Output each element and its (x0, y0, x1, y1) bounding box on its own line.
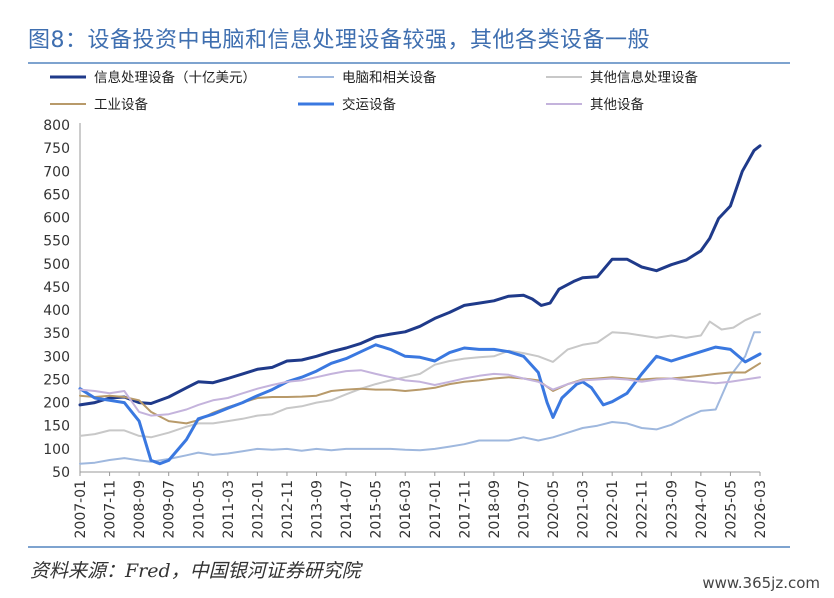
x-tick-label: 2019-07 (516, 480, 532, 539)
line-chart: 50 100 150 200 250 300 350 400 450 500 550 600 650 70… (43, 69, 769, 539)
series-line (78, 343, 762, 466)
x-tick-label: 2012-01 (250, 480, 266, 539)
series-line (79, 331, 761, 465)
x-tick-label: 2026-03 (753, 480, 769, 539)
x-tick-label: 2022-01 (605, 480, 621, 539)
x-tick-label: 2009-07 (162, 480, 178, 539)
chart-title: 图8：设备投资中电脑和信息处理设备较强，其他各类设备一般 (28, 28, 650, 53)
x-tick-label: 2007-01 (73, 480, 89, 539)
x-tick-label: 2018-09 (487, 480, 503, 538)
series-line (79, 369, 761, 417)
x-tick-label: 2024-07 (694, 480, 710, 539)
y-tick-label: 100 (43, 442, 70, 458)
x-tick-label: 2020-05 (546, 480, 562, 539)
x-tick-label: 2011-03 (221, 480, 237, 539)
legend-label: 工业设备 (94, 96, 148, 113)
legend-label: 其他设备 (590, 96, 644, 113)
y-tick-label: 150 (43, 419, 70, 435)
x-tick-label: 2013-09 (310, 480, 326, 539)
series-line (78, 144, 762, 407)
x-tick-label: 2022-11 (635, 480, 651, 539)
x-tick-label: 2008-09 (132, 480, 148, 539)
legend-label: 信息处理设备（十亿美元） (94, 69, 256, 86)
x-tick-label: 2014-07 (339, 480, 355, 539)
x-tick-label: 2015-05 (369, 480, 385, 539)
y-tick-label: 500 (43, 257, 70, 273)
y-tick-label: 650 (43, 187, 70, 203)
y-tick-label: 700 (43, 164, 70, 180)
legend-label: 其他信息处理设备 (590, 69, 698, 86)
x-tick-label: 2017-01 (428, 480, 444, 539)
source-rule (28, 546, 790, 548)
y-tick-label: 800 (43, 118, 70, 134)
legend-label: 交运设备 (342, 96, 396, 113)
x-tick-label: 2012-11 (280, 480, 296, 539)
x-tick-label: 2007-11 (103, 480, 119, 539)
legend-label: 电脑和相关设备 (342, 69, 437, 86)
x-tick-label: 2023-09 (664, 480, 680, 539)
series-line (79, 362, 761, 425)
source-note: 资料来源：Fred，中国银河证券研究院 (30, 560, 361, 582)
x-tick-label: 2010-05 (191, 480, 207, 539)
y-tick-label: 250 (43, 372, 70, 388)
y-tick-label: 550 (43, 234, 70, 250)
y-tick-label: 50 (52, 465, 70, 481)
x-tick-label: 2016-03 (398, 480, 414, 539)
y-tick-label: 600 (43, 211, 70, 227)
x-tick-label: 2021-03 (576, 480, 592, 539)
x-tick-label: 2025-05 (723, 480, 739, 539)
y-tick-label: 300 (43, 349, 70, 365)
y-tick-label: 200 (43, 396, 70, 412)
watermark: www.365jz.com (702, 574, 820, 592)
title-rule (28, 62, 790, 64)
x-tick-label: 2017-11 (457, 480, 473, 539)
series-line (79, 312, 761, 439)
y-tick-label: 750 (43, 141, 70, 157)
y-tick-label: 400 (43, 303, 70, 319)
y-tick-label: 450 (43, 280, 70, 296)
y-tick-label: 350 (43, 326, 70, 342)
